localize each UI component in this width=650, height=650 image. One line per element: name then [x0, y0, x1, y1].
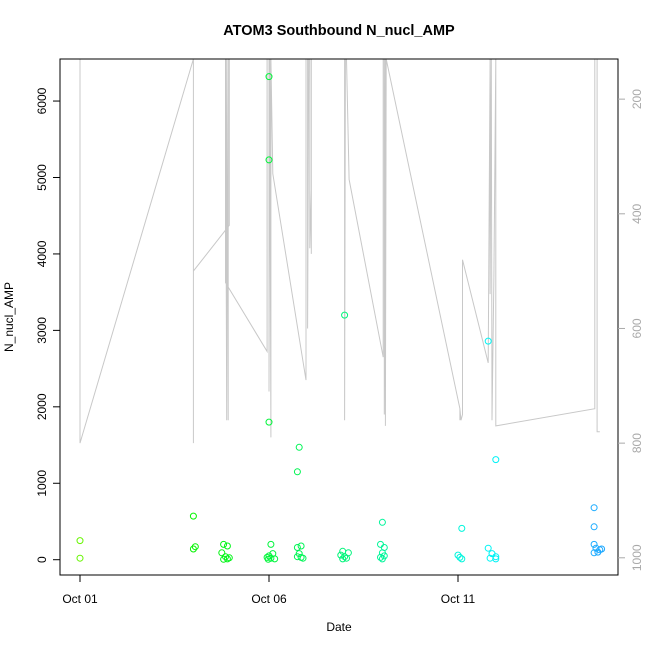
- data-point: [378, 555, 386, 563]
- data-point: [271, 555, 279, 563]
- y2-tick-label: 600: [630, 318, 644, 338]
- data-point: [295, 443, 303, 451]
- x-axis-label: Date: [326, 620, 352, 634]
- point-layer: [76, 73, 606, 563]
- data-point: [590, 549, 598, 557]
- y-tick-label: 1000: [35, 470, 49, 497]
- data-point: [265, 73, 273, 81]
- data-point: [590, 504, 598, 512]
- data-point: [492, 456, 500, 464]
- data-point: [337, 551, 345, 559]
- data-point: [265, 552, 273, 560]
- x-tick-label: Oct 06: [251, 592, 287, 606]
- x-tick-label: Oct 01: [62, 592, 98, 606]
- data-point: [76, 554, 84, 562]
- x-tick-label: Oct 11: [441, 592, 476, 606]
- y2-tick-label: 800: [630, 433, 644, 453]
- data-point: [590, 523, 598, 531]
- data-point: [454, 551, 462, 559]
- data-point: [220, 555, 228, 563]
- data-point: [293, 544, 301, 551]
- data-point: [189, 545, 197, 553]
- y-axis-label: N_nucl_AMP: [2, 282, 16, 352]
- y-tick-label: 0: [35, 556, 49, 563]
- data-point: [220, 540, 228, 548]
- data-point: [265, 418, 273, 426]
- data-point: [189, 512, 197, 520]
- axes-layer: 0 1000 2000 3000 4000 5000 6000 Oct 01 Oct 06 Oct…: [35, 87, 644, 606]
- data-point: [223, 542, 231, 550]
- plot-frame: [59, 58, 619, 576]
- y2-tick-label: 200: [630, 89, 644, 109]
- data-point: [377, 553, 384, 561]
- data-point: [458, 555, 466, 563]
- data-point: [299, 554, 307, 562]
- data-point: [76, 537, 84, 545]
- data-point: [484, 337, 492, 345]
- y2-tick-label: 1000: [630, 544, 644, 571]
- data-point: [293, 468, 301, 476]
- y-tick-label: 4000: [35, 240, 49, 267]
- data-point: [264, 555, 272, 563]
- data-point: [458, 524, 466, 532]
- y2-tick-label: 400: [630, 203, 644, 223]
- data-point: [456, 553, 464, 561]
- data-point: [343, 554, 350, 562]
- data-point: [339, 555, 347, 563]
- data-point: [378, 518, 386, 526]
- data-point: [267, 540, 275, 548]
- data-point: [265, 156, 273, 164]
- data-point: [341, 553, 349, 561]
- data-point: [191, 543, 199, 551]
- data-point: [492, 555, 500, 563]
- data-point: [484, 544, 492, 552]
- y-tick-label: 3000: [35, 317, 49, 344]
- y-tick-label: 5000: [35, 164, 49, 191]
- data-point: [218, 549, 226, 557]
- data-point: [341, 311, 349, 319]
- data-point: [297, 542, 305, 550]
- data-point: [594, 548, 602, 556]
- y-tick-label: 6000: [35, 87, 49, 114]
- y-tick-label: 2000: [35, 393, 49, 420]
- data-point: [590, 540, 598, 548]
- chart-title: ATOM3 Southbound N_nucl_AMP: [223, 23, 455, 39]
